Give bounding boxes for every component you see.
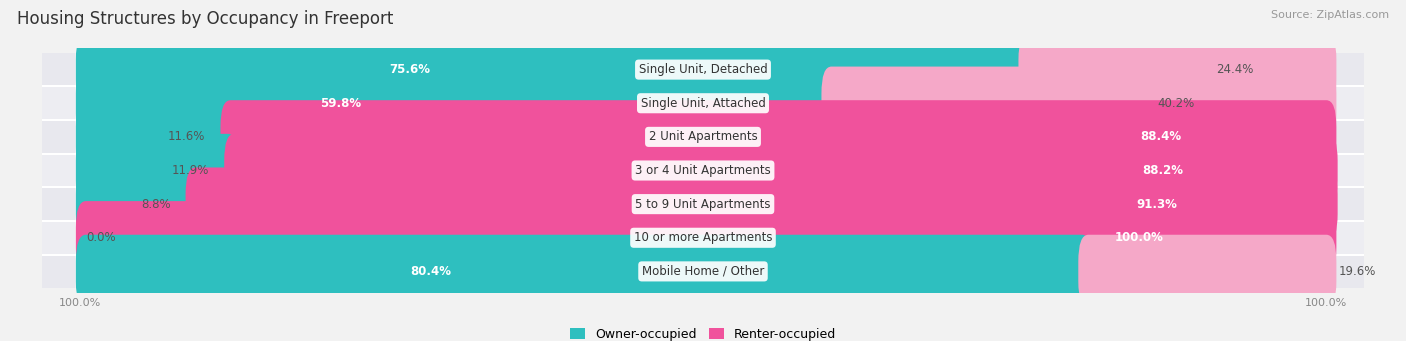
Text: 3 or 4 Unit Apartments: 3 or 4 Unit Apartments	[636, 164, 770, 177]
Text: 80.4%: 80.4%	[411, 265, 451, 278]
Bar	[42, 154, 1364, 187]
FancyBboxPatch shape	[76, 66, 1330, 140]
Text: 91.3%: 91.3%	[1136, 198, 1177, 211]
FancyBboxPatch shape	[76, 235, 1092, 308]
Text: 75.6%: 75.6%	[389, 63, 430, 76]
Text: 8.8%: 8.8%	[141, 198, 170, 211]
Bar	[42, 120, 1364, 154]
Bar	[42, 86, 1364, 120]
FancyBboxPatch shape	[76, 100, 1330, 174]
FancyBboxPatch shape	[76, 33, 1330, 106]
FancyBboxPatch shape	[76, 235, 1330, 308]
Bar	[42, 255, 1364, 288]
FancyBboxPatch shape	[76, 201, 1330, 275]
Text: 88.2%: 88.2%	[1142, 164, 1184, 177]
FancyBboxPatch shape	[1078, 235, 1336, 308]
FancyBboxPatch shape	[221, 100, 1336, 174]
Text: 88.4%: 88.4%	[1140, 130, 1181, 143]
Text: 0.0%: 0.0%	[86, 231, 115, 244]
Legend: Owner-occupied, Renter-occupied: Owner-occupied, Renter-occupied	[569, 328, 837, 341]
FancyBboxPatch shape	[76, 66, 835, 140]
FancyBboxPatch shape	[186, 167, 1337, 241]
Bar	[42, 53, 1364, 86]
Text: 24.4%: 24.4%	[1216, 63, 1254, 76]
FancyBboxPatch shape	[76, 134, 1330, 207]
Text: 40.2%: 40.2%	[1157, 97, 1195, 110]
FancyBboxPatch shape	[76, 167, 200, 241]
Text: 59.8%: 59.8%	[321, 97, 361, 110]
Text: 19.6%: 19.6%	[1339, 265, 1376, 278]
FancyBboxPatch shape	[224, 134, 1337, 207]
FancyBboxPatch shape	[1018, 33, 1336, 106]
Text: 11.9%: 11.9%	[172, 164, 209, 177]
FancyBboxPatch shape	[76, 201, 1336, 275]
Text: 100.0%: 100.0%	[1115, 231, 1164, 244]
Text: Housing Structures by Occupancy in Freeport: Housing Structures by Occupancy in Freep…	[17, 10, 394, 28]
Text: Single Unit, Attached: Single Unit, Attached	[641, 97, 765, 110]
Bar	[42, 221, 1364, 255]
Text: 2 Unit Apartments: 2 Unit Apartments	[648, 130, 758, 143]
FancyBboxPatch shape	[76, 134, 238, 207]
FancyBboxPatch shape	[76, 167, 1330, 241]
Text: Mobile Home / Other: Mobile Home / Other	[641, 265, 765, 278]
Text: 5 to 9 Unit Apartments: 5 to 9 Unit Apartments	[636, 198, 770, 211]
Bar	[42, 187, 1364, 221]
Text: Single Unit, Detached: Single Unit, Detached	[638, 63, 768, 76]
Text: 11.6%: 11.6%	[169, 130, 205, 143]
Text: 10 or more Apartments: 10 or more Apartments	[634, 231, 772, 244]
FancyBboxPatch shape	[76, 33, 1032, 106]
FancyBboxPatch shape	[76, 100, 235, 174]
Text: Source: ZipAtlas.com: Source: ZipAtlas.com	[1271, 10, 1389, 20]
FancyBboxPatch shape	[821, 66, 1336, 140]
